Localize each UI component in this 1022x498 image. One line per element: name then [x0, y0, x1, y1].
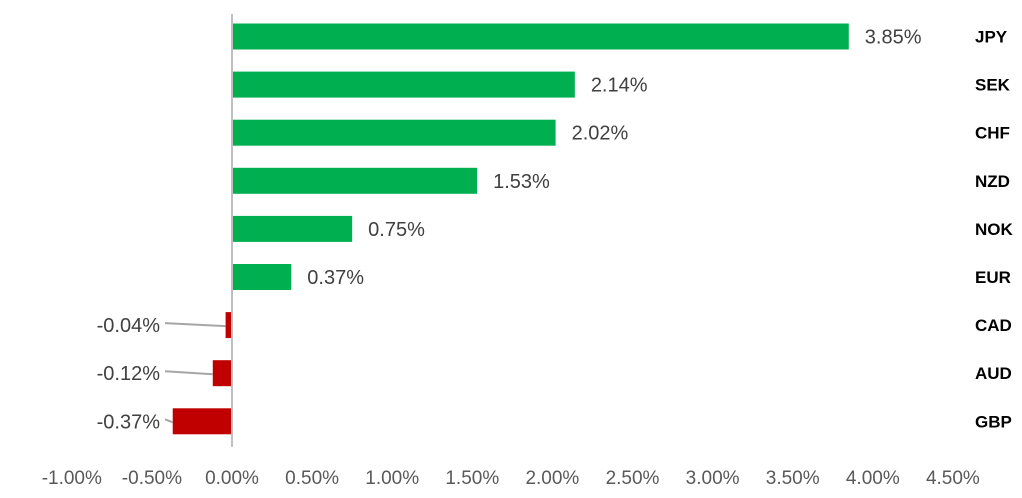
x-tick-label: -0.50% — [122, 468, 182, 489]
data-label-nok: 0.75% — [368, 219, 425, 241]
bar-gbp — [172, 408, 232, 435]
category-label-jpy: JPY — [975, 28, 1008, 47]
x-tick-label: 1.50% — [445, 468, 499, 489]
bar-nzd — [232, 167, 478, 194]
x-tick-label: 4.50% — [926, 468, 980, 489]
x-tick-labels-group: -1.00% -0.50% 0.00% 0.50% 1.00% 1.50% 2.00% 2.5… — [42, 468, 980, 489]
data-label-eur: 0.37% — [307, 267, 364, 289]
bar-nok — [232, 215, 353, 242]
category-labels-group: JPY SEK CHF NZD NOK EUR CAD AUD GBP — [975, 28, 1014, 432]
x-tick-label: 2.00% — [525, 468, 579, 489]
data-label-gbp: -0.37% — [97, 411, 161, 433]
bar-jpy — [232, 23, 849, 50]
bar-eur — [232, 264, 292, 290]
category-label-eur: EUR — [975, 268, 1011, 287]
category-label-aud: AUD — [975, 364, 1012, 383]
x-tick-label: 2.50% — [606, 468, 660, 489]
data-label-aud: -0.12% — [97, 363, 161, 385]
x-tick-label: 4.00% — [846, 468, 900, 489]
data-label-chf: 2.02% — [572, 123, 629, 145]
data-labels-group: 3.85% 2.14% 2.02% 1.53% 0.75% 0.37% -0.04% -0.1… — [97, 27, 922, 434]
x-tick-label: 3.50% — [766, 468, 820, 489]
x-tick-label: 0.00% — [205, 468, 259, 489]
x-tick-label: 3.00% — [686, 468, 740, 489]
leader-line-cad — [164, 322, 226, 328]
bar-cad — [225, 312, 232, 339]
category-label-gbp: GBP — [975, 412, 1012, 431]
category-label-nzd: NZD — [975, 172, 1010, 191]
bar-sek — [232, 71, 575, 98]
category-label-sek: SEK — [975, 76, 1011, 95]
x-tick-label: 0.50% — [285, 468, 339, 489]
data-label-cad: -0.04% — [97, 315, 161, 337]
x-tick-label: -1.00% — [42, 468, 102, 489]
category-label-nok: NOK — [975, 220, 1014, 239]
data-label-sek: 2.14% — [591, 75, 648, 97]
leader-lines-group — [164, 322, 226, 424]
leader-line-aud — [164, 370, 213, 376]
data-label-jpy: 3.85% — [865, 27, 922, 49]
category-label-chf: CHF — [975, 124, 1010, 143]
leader-line-gbp — [164, 418, 174, 424]
x-tick-label: 1.00% — [365, 468, 419, 489]
bar-aud — [212, 360, 232, 387]
bars-group — [172, 23, 849, 435]
bar-chf — [232, 119, 556, 146]
data-label-nzd: 1.53% — [493, 171, 550, 193]
category-label-cad: CAD — [975, 316, 1012, 335]
